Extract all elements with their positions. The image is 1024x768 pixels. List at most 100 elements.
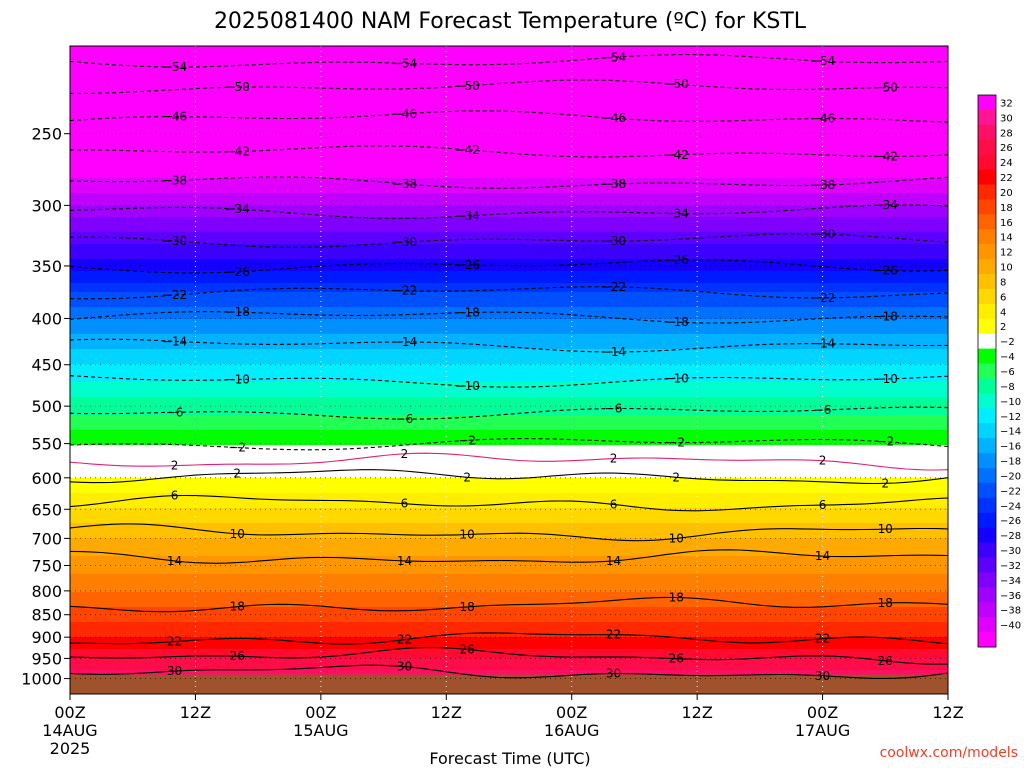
temperature-band [70,565,948,569]
contour-label: 2 [819,454,827,468]
colorbar-label: −32 [1000,561,1021,572]
temperature-band [70,208,948,212]
temperature-band [70,133,948,137]
contour-label: 22 [815,632,830,646]
temperature-band [70,499,948,503]
temperature-band [70,265,948,269]
temperature-band [70,361,948,365]
temperature-band [70,472,948,476]
temperature-band [70,412,948,416]
temperature-band [70,331,948,335]
temperature-band [70,418,948,422]
temperature-band [70,610,948,614]
colorbar-segment [978,95,996,111]
colorbar-label: 14 [1000,233,1013,244]
colorbar-segment [978,393,996,409]
contour-label: −34 [873,198,898,212]
contour-label: 30 [397,660,412,674]
colorbar-segment [978,527,996,543]
x-tick-date: 15AUG [293,721,348,740]
contour-label: −38 [810,178,835,192]
colorbar-segment [978,333,996,350]
temperature-band [70,55,948,59]
temperature-band [70,466,948,470]
contour-label: −6 [166,405,184,419]
colorbar-label: 28 [1000,128,1013,139]
temperature-band [70,373,948,377]
temperature-band [70,118,948,122]
temperature-band [70,634,948,638]
temperature-band [70,505,948,509]
contour-label: 14 [606,554,621,568]
contour-line [70,452,948,471]
contour-label: 22 [606,628,621,642]
contour-label: −50 [455,79,480,93]
temperature-band [70,436,948,440]
ground-below-surface [70,674,948,694]
temperature-band [70,415,948,419]
colorbar-segment [978,318,996,335]
temperature-band [70,646,948,650]
temperature-band [70,379,948,383]
temperature-band [70,190,948,194]
temperature-band [70,301,948,305]
temperature-band [70,223,948,227]
contour-line [70,494,948,512]
colorbar-segment [978,109,996,126]
temperature-band [70,88,948,92]
temperature-band [70,445,948,449]
temperature-band [70,169,948,173]
temperature-band [70,259,948,263]
temperature-band [70,217,948,221]
colorbar-label: 18 [1000,203,1013,214]
temperature-band [70,100,948,104]
temperature-band [70,601,948,605]
temperature-band [70,457,948,461]
temperature-band [70,592,948,596]
temperature-band [70,640,948,644]
temperature-band [70,571,948,575]
x-tick-label: 00Z [54,703,85,722]
temperature-band [70,490,948,494]
y-tick-label: 250 [31,125,62,144]
x-tick-year: 2025 [50,739,91,758]
temperature-band [70,493,948,497]
colorbar-label: −20 [1000,471,1021,482]
colorbar-frame [977,94,997,648]
temperature-band [70,343,948,347]
contour-label: −46 [162,110,187,124]
colorbar-label: 10 [1000,263,1013,274]
y-tick-label: 950 [31,649,62,668]
contour-label: 2 [610,452,618,466]
temperature-band [70,142,948,146]
contour-label: −50 [664,77,689,91]
temperature-band [70,391,948,395]
colorbar-label: −28 [1000,531,1021,542]
temperature-band [70,70,948,74]
colorbar-segment [978,303,996,320]
temperature-band [70,424,948,428]
contour-line [70,664,948,679]
x-tick-date: 16AUG [544,721,599,740]
colorbar-label: 4 [1000,307,1006,318]
temperature-band [70,289,948,293]
x-axis-label: Forecast Time (UTC) [429,749,590,768]
colorbar-label: −24 [1000,501,1021,512]
temperature-band [70,586,948,590]
temperature-band [70,607,948,611]
colorbar-label: −6 [1000,367,1015,378]
temperature-band [70,295,948,299]
temperature-band [70,430,948,434]
temperature-band [70,325,948,329]
temperature-band [70,460,948,464]
temperature-band [70,112,948,116]
colorbar-label: 12 [1000,248,1013,259]
colorbar-segment [978,617,996,633]
credit-text: coolwx.com/models [880,745,1018,761]
temperature-band [70,439,948,443]
temperature-band [70,382,948,386]
contour-label: 26 [460,642,475,656]
contour-label: −54 [810,54,835,68]
temperature-band [70,172,948,176]
